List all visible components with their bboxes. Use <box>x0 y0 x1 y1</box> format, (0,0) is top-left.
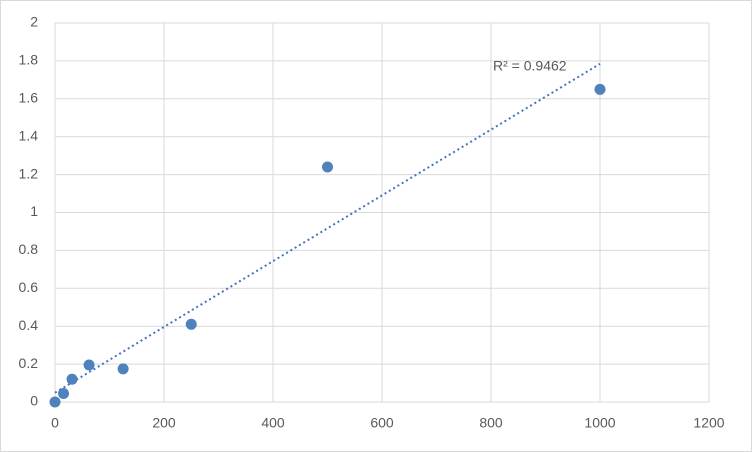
x-tick-label: 800 <box>479 415 503 431</box>
y-tick-label: 1.6 <box>19 90 39 106</box>
y-tick-label: 0.8 <box>19 241 39 257</box>
x-tick-label: 600 <box>370 415 394 431</box>
y-tick-label: 0.2 <box>19 355 39 371</box>
y-tick-label: 1.8 <box>19 52 39 68</box>
point <box>58 387 70 399</box>
trendline <box>54 62 601 394</box>
y-tick-label: 1.4 <box>19 127 39 143</box>
point <box>185 318 197 330</box>
point <box>66 373 78 385</box>
x-tick-label: 200 <box>152 415 176 431</box>
y-tick-label: 1.2 <box>19 165 39 181</box>
y-tick-label: 1 <box>30 203 38 219</box>
annotation: R² = 0.9462 <box>493 58 567 74</box>
point <box>83 359 95 371</box>
y-tick-label: 2 <box>30 14 38 30</box>
point <box>117 363 129 375</box>
x-tick-label: 1200 <box>693 415 724 431</box>
x-tick-label: 1000 <box>584 415 615 431</box>
y-tick-label: 0.6 <box>19 279 39 295</box>
point <box>49 396 61 408</box>
x-tick-label: 0 <box>51 415 59 431</box>
y-tick-label: 0 <box>30 393 38 409</box>
y-tick-label: 0.4 <box>19 317 39 333</box>
x-tick-label: 400 <box>261 415 285 431</box>
point <box>322 161 333 173</box>
point <box>594 83 606 95</box>
